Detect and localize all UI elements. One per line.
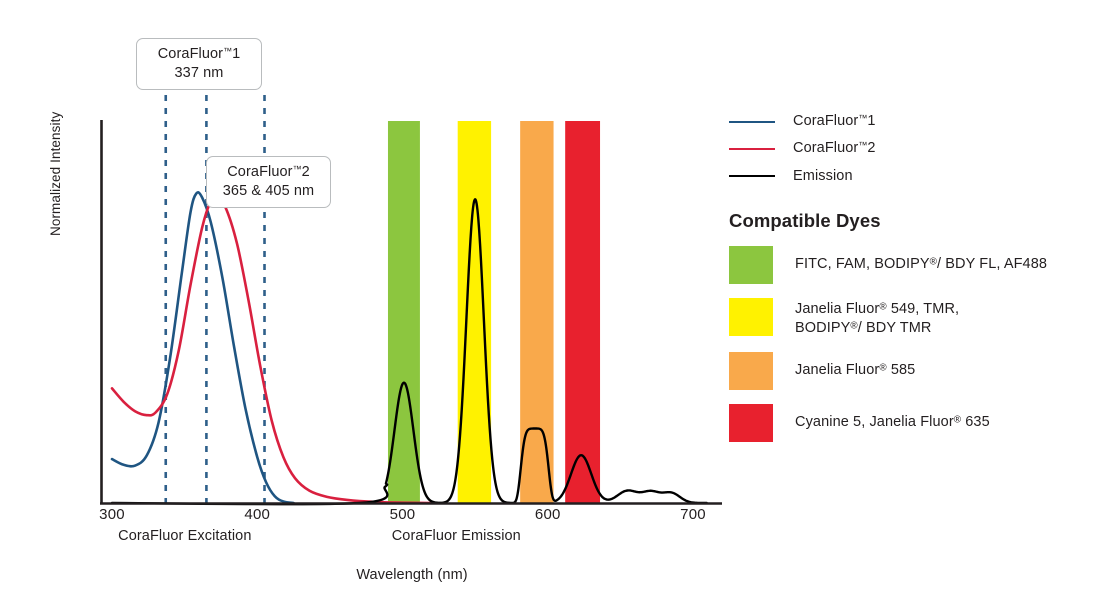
curve-excitation-1f5582 <box>110 191 295 505</box>
registered-icon: ® <box>879 362 887 374</box>
corafluor1-callout: CoraFluor™1 337 nm <box>136 38 262 91</box>
legend-series-label-2: Emission <box>793 167 853 184</box>
legend-dye-text-line: Janelia Fluor® 585 <box>795 362 916 379</box>
legend-line-swatch-2 <box>729 174 775 177</box>
legend-dye-label-2: Janelia Fluor® 585 <box>795 352 915 380</box>
trademark-icon: ™ <box>858 140 868 151</box>
zone-label-emission: CoraFluor Emission <box>391 528 521 544</box>
legend-series-row-0: CoraFluor™1 <box>729 108 1104 135</box>
orange-band <box>520 121 554 503</box>
registered-icon: ® <box>929 256 937 268</box>
x-tick-300: 300 <box>99 506 125 523</box>
zone-label-excitation: CoraFluor Excitation <box>118 528 252 544</box>
legend-dye-swatch-0 <box>729 246 773 284</box>
legend-dye-swatch-2 <box>729 352 773 391</box>
x-tick-400: 400 <box>244 506 271 523</box>
yellow-band <box>457 121 492 503</box>
emission-bands-group <box>387 121 601 503</box>
corafluor1-callout-line1: CoraFluor™1 <box>157 45 241 62</box>
x-tick-600: 600 <box>534 506 561 523</box>
corafluor2-callout-line1: CoraFluor™2 <box>227 163 310 180</box>
legend-panel: CoraFluor™1 CoraFluor™2 Emission Compatibl… <box>729 108 1104 443</box>
legend-dye-text-line: Janelia Fluor® 549, TMR, <box>795 301 960 317</box>
legend-series-row-1: CoraFluor™2 <box>729 135 1104 162</box>
legend-dye-text-line: Cyanine 5, Janelia Fluor® 635 <box>795 414 990 431</box>
legend-dye-label-0: FITC, FAM, BODIPY®/ BDY FL, AF488 <box>795 246 1047 274</box>
legend-dye-label-1: Janelia Fluor® 549, TMR, BODIPY®/ BDY TMR <box>795 298 959 338</box>
legend-series-label-1: CoraFluor™2 <box>793 140 876 157</box>
trademark-icon: ™ <box>292 163 302 174</box>
legend-series-list: CoraFluor™1 CoraFluor™2 Emission <box>729 108 1104 189</box>
registered-icon: ® <box>850 320 858 332</box>
legend-dye-row-1: Janelia Fluor® 549, TMR, BODIPY®/ BDY TMR <box>729 298 1104 338</box>
registered-icon: ® <box>879 301 887 313</box>
legend-dye-row-2: Janelia Fluor® 585 <box>729 352 1104 391</box>
x-tick-700: 700 <box>680 506 706 523</box>
legend-dye-row-3: Cyanine 5, Janelia Fluor® 635 <box>729 404 1104 443</box>
legend-dye-text-line: BODIPY®/ BDY TMR <box>795 320 932 337</box>
legend-dye-row-0: FITC, FAM, BODIPY®/ BDY FL, AF488 <box>729 246 1104 284</box>
registered-icon: ® <box>953 414 962 426</box>
trademark-icon: ™ <box>858 113 868 124</box>
legend-title: Compatible Dyes <box>729 210 881 231</box>
legend-dye-label-3: Cyanine 5, Janelia Fluor® 635 <box>795 404 990 432</box>
trademark-icon: ™ <box>223 45 233 56</box>
x-tick-500: 500 <box>389 506 416 523</box>
legend-series-row-2: Emission <box>729 162 1104 189</box>
curve-excitation-d9203f <box>110 195 433 505</box>
y-axis-title: Normalized Intensity <box>48 111 63 236</box>
x-axis-title: Wavelength (nm) <box>356 567 468 583</box>
legend-line-swatch-1 <box>729 147 775 150</box>
red-band <box>565 121 601 503</box>
legend-dyes-list: FITC, FAM, BODIPY®/ BDY FL, AF488 Janelia… <box>729 246 1104 443</box>
corafluor2-callout: CoraFluor™2 365 & 405 nm <box>206 156 331 209</box>
corafluor1-callout-line2: 337 nm <box>174 64 224 81</box>
legend-dye-swatch-3 <box>729 404 773 443</box>
legend-dye-swatch-1 <box>729 298 773 336</box>
corafluor2-callout-line2: 365 & 405 nm <box>222 182 315 199</box>
legend-dye-text-line: FITC, FAM, BODIPY®/ BDY FL, AF488 <box>795 256 1048 272</box>
axes <box>100 120 722 505</box>
legend-series-label-0: CoraFluor™1 <box>793 113 876 130</box>
legend-line-swatch-0 <box>729 120 775 123</box>
